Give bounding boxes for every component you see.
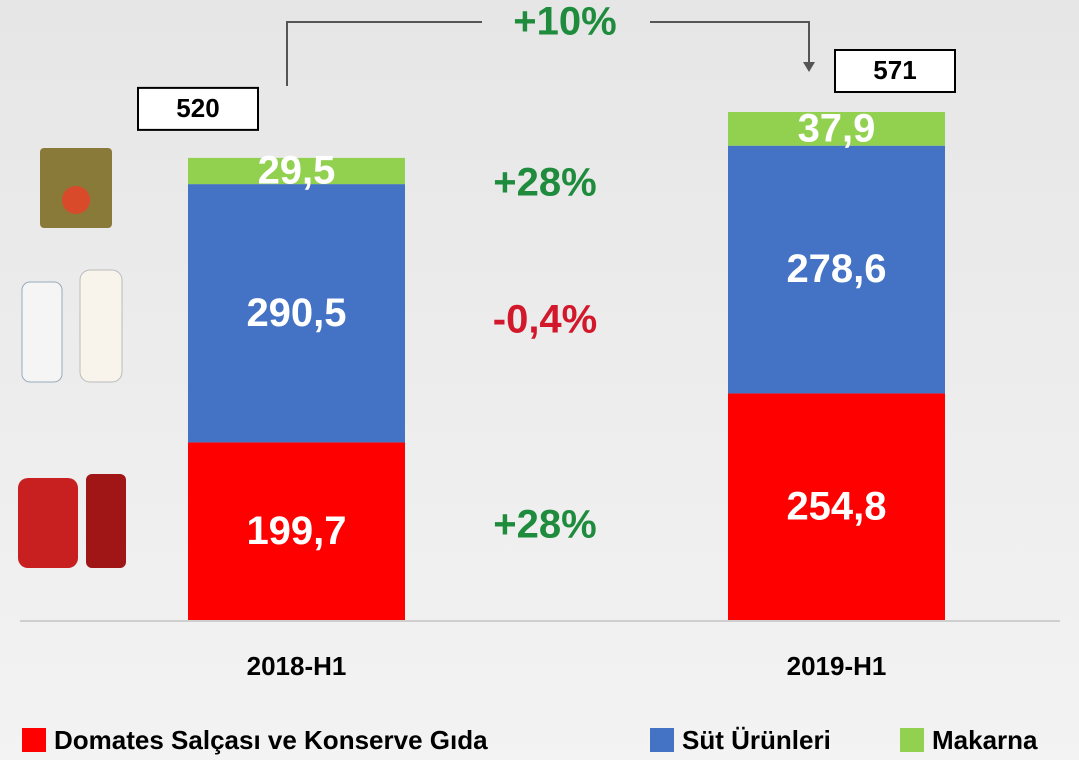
- legend-swatch: [900, 728, 924, 752]
- x-tick-label: 2019-H1: [787, 651, 887, 681]
- bracket-arrow: [803, 62, 815, 72]
- legend-label: Domates Salçası ve Konserve Gıda: [54, 725, 488, 755]
- bar-segment: [728, 393, 945, 620]
- data-label: 199,7: [246, 509, 346, 553]
- product-icons: [18, 148, 126, 568]
- x-tick-label: 2018-H1: [247, 651, 347, 681]
- bar-segment: [188, 184, 405, 443]
- change-bracket: [286, 21, 810, 86]
- legend-label: Süt Ürünleri: [682, 725, 831, 755]
- bar-segment: [728, 112, 945, 146]
- data-label: 254,8: [786, 484, 886, 528]
- total-label: 571: [873, 55, 916, 85]
- bar-segment: [188, 442, 405, 620]
- legend-swatch: [650, 728, 674, 752]
- series-change: -0,4%: [493, 298, 598, 342]
- legend-swatch: [22, 728, 46, 752]
- total-label: 520: [176, 93, 219, 123]
- total-box: [137, 86, 259, 131]
- data-label: 290,5: [246, 291, 346, 335]
- series-change: +28%: [493, 503, 596, 547]
- data-label: 278,6: [786, 247, 886, 291]
- data-label: 37,9: [798, 106, 876, 150]
- legend-label: Makarna: [932, 725, 1038, 755]
- total-box: [834, 49, 956, 93]
- bar-segment: [188, 157, 405, 185]
- data-label: 29,5: [258, 149, 336, 193]
- bar-segment: [728, 145, 945, 394]
- total-change: +10%: [513, 0, 616, 44]
- series-change: +28%: [493, 161, 596, 205]
